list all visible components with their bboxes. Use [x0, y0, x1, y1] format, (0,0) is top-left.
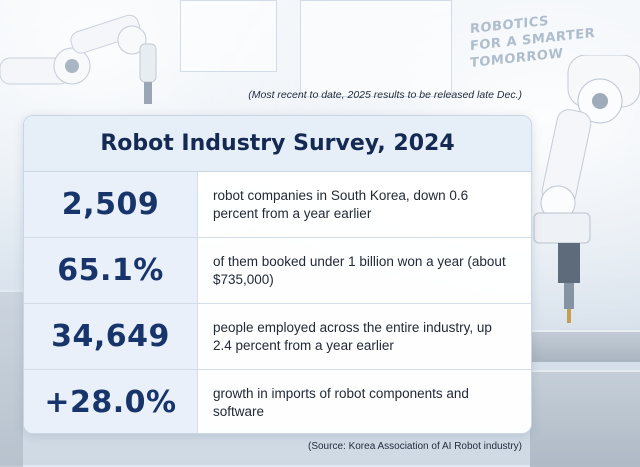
stat-description-cell: growth in imports of robot components an… — [198, 370, 531, 433]
survey-title: Robot Industry Survey, 2024 — [24, 116, 531, 172]
stat-row-employment: 34,649 people employed across the entire… — [24, 304, 531, 370]
stat-row-revenue: 65.1% of them booked under 1 billion won… — [24, 238, 531, 304]
stat-description: robot companies in South Korea, down 0.6… — [213, 187, 469, 221]
conveyor-belt — [530, 330, 640, 362]
conveyor-belt — [530, 370, 640, 467]
background-window — [180, 0, 277, 72]
background-sign: ROBOTICS FOR A SMARTER TOMORROW — [470, 7, 605, 91]
stat-value: 2,509 — [24, 172, 198, 237]
background-window — [300, 0, 452, 97]
stat-value: 34,649 — [24, 304, 198, 369]
stat-description: of them booked under 1 billion won a yea… — [213, 253, 506, 287]
stat-description-cell: people employed across the entire indust… — [198, 304, 531, 369]
stat-description: people employed across the entire indust… — [213, 319, 492, 353]
stat-description-cell: of them booked under 1 billion won a yea… — [198, 238, 531, 303]
stat-description: growth in imports of robot components an… — [213, 385, 469, 419]
survey-card: Robot Industry Survey, 2024 2,509 robot … — [23, 115, 532, 434]
source-credit: (Source: Korea Association of AI Robot i… — [308, 441, 522, 452]
stat-description-cell: robot companies in South Korea, down 0.6… — [198, 172, 531, 237]
stat-value: 65.1% — [24, 238, 198, 303]
conveyor-belt — [0, 290, 23, 467]
stat-value: +28.0% — [24, 370, 198, 433]
stat-row-companies: 2,509 robot companies in South Korea, do… — [24, 172, 531, 238]
stat-row-imports: +28.0% growth in imports of robot compon… — [24, 370, 531, 433]
release-note: (Most recent to date, 2025 results to be… — [248, 89, 522, 101]
